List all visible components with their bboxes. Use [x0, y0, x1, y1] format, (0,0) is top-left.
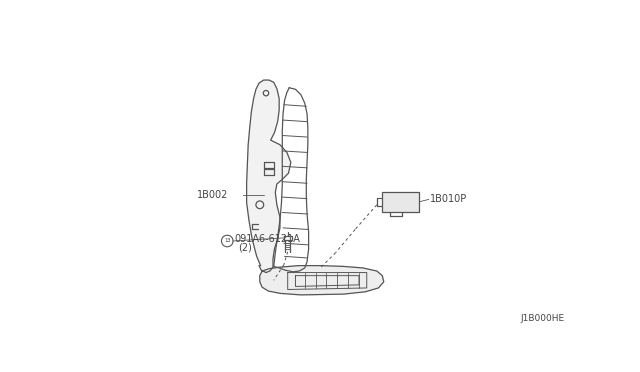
Text: J1B000HE: J1B000HE	[520, 314, 564, 323]
Polygon shape	[260, 266, 384, 295]
Text: 091A6-6121A: 091A6-6121A	[234, 234, 300, 244]
Text: 1B002: 1B002	[197, 190, 229, 200]
Text: 13: 13	[224, 238, 230, 244]
Text: 1B010P: 1B010P	[430, 194, 468, 203]
Polygon shape	[246, 80, 291, 273]
Text: (2): (2)	[238, 242, 252, 252]
Bar	[382, 192, 419, 212]
